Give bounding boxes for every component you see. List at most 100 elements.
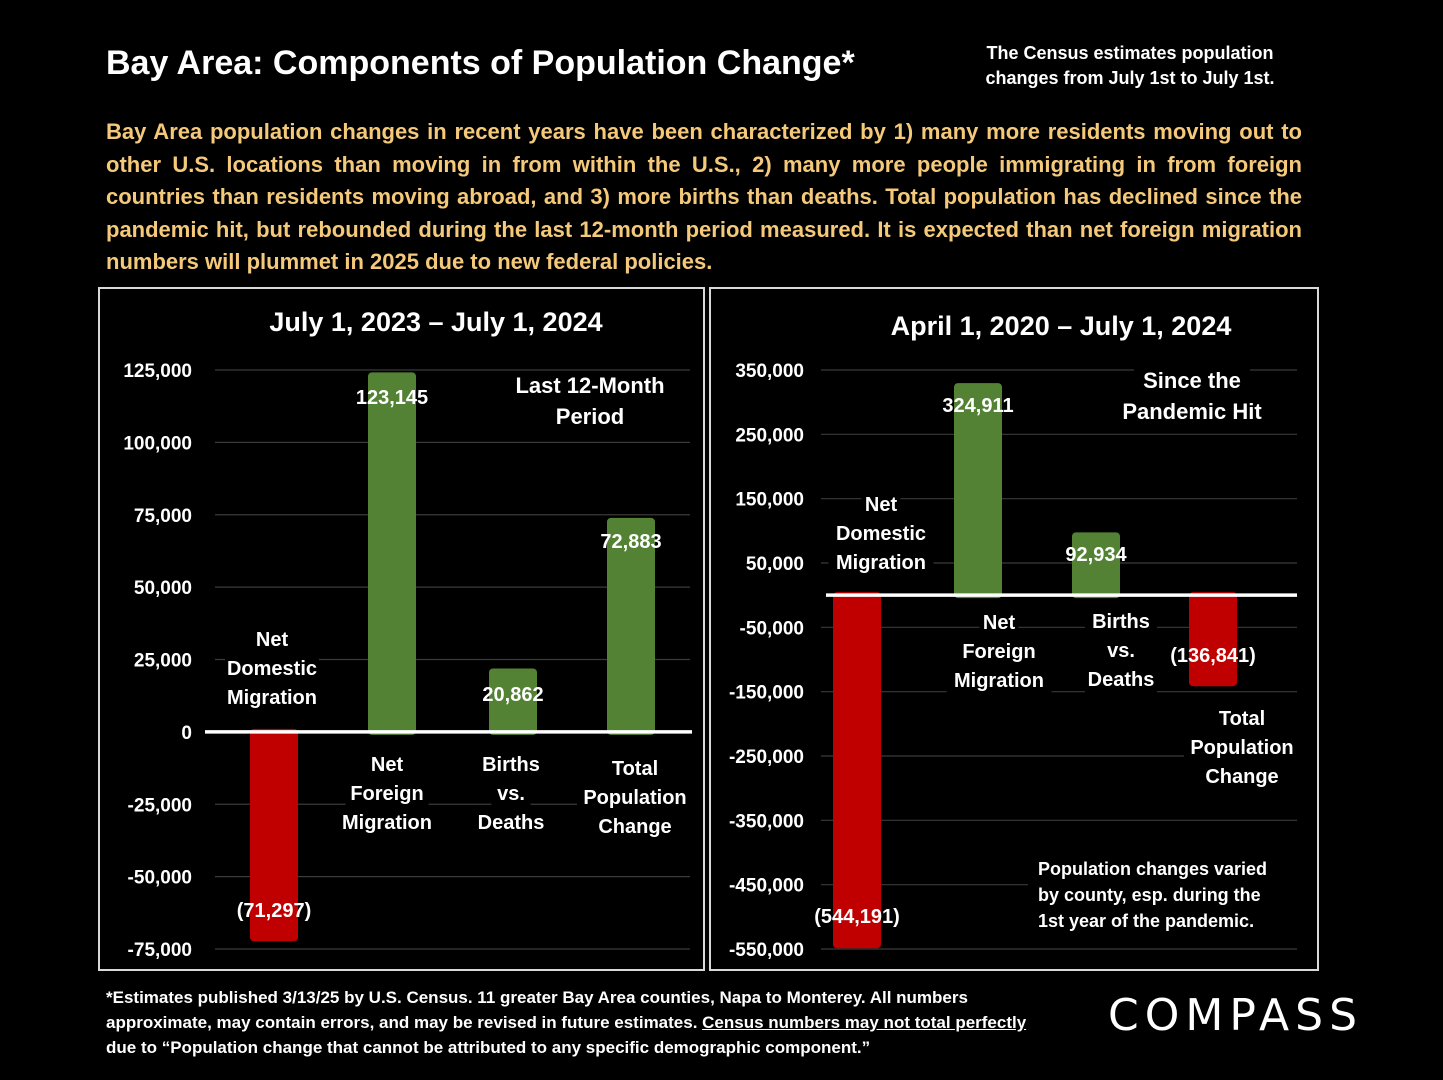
category-label-backing [1184, 734, 1300, 761]
category-label: Net [865, 494, 898, 516]
category-label-backing [946, 667, 1052, 694]
category-label-backing [834, 520, 928, 547]
value-label: 324,911 [942, 395, 1013, 417]
y-tick-label: 100,000 [123, 433, 192, 454]
y-tick-label: 50,000 [746, 554, 804, 575]
page-title: Bay Area: Components of Population Chang… [106, 44, 855, 82]
footer-text-1: *Estimates published 3/13/25 by U.S. Cen… [106, 988, 968, 1032]
category-label-backing [225, 655, 319, 682]
category-label-backing [599, 813, 671, 840]
y-tick-label: 250,000 [735, 425, 804, 446]
annotation-backing [1134, 367, 1250, 395]
chart-12-month: July 1, 2023 – July 1, 2024 125,000 100,00… [123, 307, 693, 961]
category-label-backing [334, 809, 440, 836]
category-label: Migration [227, 687, 317, 709]
y-tick-label: 50,000 [134, 578, 192, 599]
chart-annotation: Pandemic Hit [1122, 399, 1262, 424]
value-label: 20,862 [482, 684, 543, 706]
y-tick-label: -450,000 [729, 876, 804, 897]
category-label: Migration [836, 552, 926, 574]
category-label: vs. [1107, 640, 1135, 662]
chart-note: by county, esp. during the [1038, 885, 1261, 905]
annotation-backing [508, 372, 672, 400]
y-tick-label: 125,000 [123, 361, 192, 382]
category-label-backing [475, 751, 547, 778]
bar-4 [1189, 592, 1237, 687]
category-label: Population [1190, 737, 1293, 759]
value-label: (71,297) [237, 900, 312, 922]
category-label-backing [345, 780, 429, 807]
bar-1 [833, 592, 881, 949]
category-label-backing [1206, 763, 1278, 790]
value-label: 72,883 [600, 531, 661, 553]
bar-3 [1072, 532, 1120, 599]
value-label: 92,934 [1065, 544, 1127, 566]
y-tick-label: -50,000 [128, 868, 192, 889]
y-tick-label: -50,000 [740, 618, 804, 639]
category-label-backing [957, 638, 1041, 665]
chart-annotation: Since the [1143, 368, 1241, 393]
chart-annotation: Period [556, 404, 624, 429]
y-tick-label: -75,000 [128, 940, 192, 961]
category-label: Migration [342, 812, 432, 834]
chart-panel-since-pandemic: April 1, 2020 – July 1, 2024 350,000 250,0… [709, 287, 1319, 971]
y-tick-label: -350,000 [729, 811, 804, 832]
footer-underlined: Census numbers may not total perfectly [702, 1013, 1027, 1032]
value-label: (136,841) [1170, 645, 1256, 667]
chart-annotation: Last 12-Month [515, 373, 664, 398]
category-label: Change [1205, 766, 1278, 788]
category-label: Births [1092, 611, 1150, 633]
category-label: vs. [497, 783, 525, 805]
category-label: Net [256, 629, 289, 651]
category-label: Total [612, 758, 658, 780]
category-label: Net [371, 754, 404, 776]
category-label-backing [861, 491, 901, 518]
chart-since-pandemic: April 1, 2020 – July 1, 2024 350,000 250,0… [729, 311, 1300, 961]
category-label: Deaths [1088, 669, 1155, 691]
category-label-backing [828, 549, 934, 576]
bar-3 [489, 668, 537, 735]
chart-panel-12-month: July 1, 2023 – July 1, 2024 125,000 100,00… [98, 287, 705, 971]
bar-2 [368, 372, 416, 735]
category-label: Births [482, 754, 540, 776]
category-label: Domestic [227, 658, 317, 680]
category-label-backing [1101, 637, 1141, 664]
category-label-backing [1085, 608, 1157, 635]
category-label: Change [598, 816, 671, 838]
category-label: Foreign [962, 641, 1035, 663]
category-label-backing [252, 626, 292, 653]
compass-logo: COMPASS [1108, 990, 1363, 1041]
category-label-backing [367, 751, 407, 778]
category-label-backing [1211, 705, 1273, 732]
annotation-backing [1116, 398, 1268, 426]
bar-4 [607, 517, 655, 735]
category-label-backing [577, 784, 693, 811]
bar-1 [250, 728, 298, 942]
category-label: Population [583, 787, 686, 809]
category-label: Domestic [836, 523, 926, 545]
value-label: (544,191) [814, 906, 900, 928]
y-tick-label: -150,000 [729, 683, 804, 704]
intro-paragraph: Bay Area population changes in recent ye… [106, 119, 1302, 274]
note-backing [1028, 853, 1298, 939]
y-tick-label: 25,000 [134, 651, 192, 672]
y-tick-label: 0 [181, 723, 192, 744]
y-tick-label: -550,000 [729, 940, 804, 961]
footer-note: *Estimates published 3/13/25 by U.S. Cen… [106, 985, 1056, 1060]
y-tick-label: -25,000 [128, 795, 192, 816]
category-label-backing [979, 609, 1019, 636]
y-tick-label: -250,000 [729, 747, 804, 768]
category-label: Foreign [350, 783, 423, 805]
chart-note: 1st year of the pandemic. [1038, 911, 1254, 931]
census-note: The Census estimates population changes … [985, 43, 1275, 88]
y-tick-label: 150,000 [735, 490, 804, 511]
chart-note: Population changes varied [1038, 859, 1267, 879]
category-label-backing [219, 684, 325, 711]
category-label: Total [1219, 708, 1265, 730]
chart-title: July 1, 2023 – July 1, 2024 [269, 307, 602, 337]
category-label: Net [983, 612, 1016, 634]
category-label-backing [491, 780, 531, 807]
value-label: 123,145 [356, 387, 428, 409]
chart-title: April 1, 2020 – July 1, 2024 [891, 311, 1232, 341]
footer-text-2: due to “Population change that cannot be… [106, 1038, 871, 1057]
